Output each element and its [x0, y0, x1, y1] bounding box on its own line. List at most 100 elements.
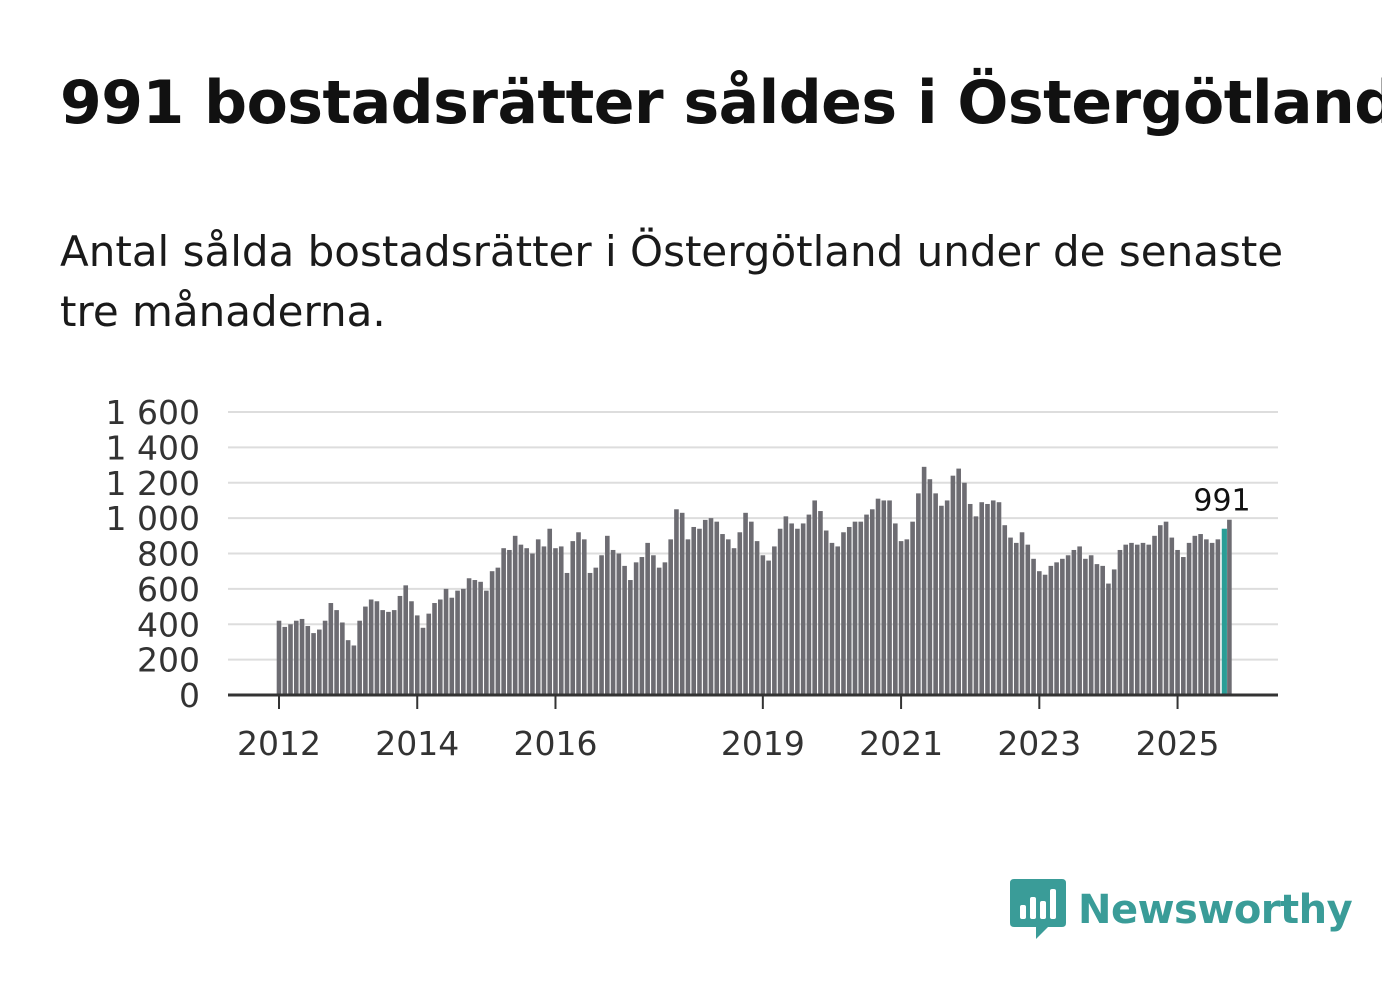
bar	[581, 539, 587, 695]
bar	[334, 610, 339, 695]
bar	[311, 633, 316, 695]
bar	[754, 541, 760, 695]
bar	[1025, 544, 1031, 695]
bar	[524, 548, 529, 695]
x-tick-label: 2014	[375, 724, 459, 763]
bar	[397, 595, 403, 695]
bar	[944, 500, 950, 695]
bar	[806, 514, 812, 695]
bar	[420, 627, 426, 695]
bar	[737, 532, 743, 695]
bar	[299, 618, 305, 695]
bar	[674, 509, 679, 695]
bar	[628, 580, 633, 695]
bar	[403, 585, 409, 695]
bar	[800, 523, 806, 695]
x-tick-label: 2012	[237, 724, 321, 763]
bar	[1186, 542, 1192, 695]
bar	[1181, 557, 1186, 695]
bar	[679, 512, 685, 695]
bar	[685, 539, 691, 695]
bar	[1140, 542, 1146, 695]
bar	[495, 567, 501, 695]
bar	[1048, 565, 1054, 695]
bar	[1215, 539, 1221, 695]
bar	[783, 516, 789, 695]
bar	[749, 521, 754, 695]
y-tick-label: 1 600	[106, 393, 200, 432]
bar	[973, 516, 979, 695]
highlight-value-label: 991	[1193, 484, 1250, 519]
bar	[875, 498, 881, 695]
brand-name: Newsworthy	[1078, 887, 1353, 933]
bar	[893, 523, 898, 695]
bar	[789, 523, 794, 695]
bar	[328, 603, 334, 695]
bar	[558, 546, 564, 695]
bar	[1054, 562, 1059, 695]
bar	[409, 601, 414, 695]
bar	[777, 528, 783, 695]
bar	[725, 539, 731, 695]
bar	[282, 626, 288, 695]
bar	[1157, 525, 1163, 695]
newsworthy-logo: Newsworthy	[1010, 878, 1353, 942]
x-tick-label: 2025	[1136, 724, 1220, 763]
bar	[887, 500, 892, 695]
bar	[466, 578, 472, 695]
bar	[576, 532, 581, 695]
bar	[645, 542, 650, 695]
bar	[921, 466, 927, 695]
bar	[351, 645, 357, 695]
bar	[818, 511, 823, 695]
bar	[864, 514, 869, 695]
bar	[835, 546, 841, 695]
bar	[939, 505, 944, 695]
y-tick-label: 1 200	[106, 464, 200, 503]
bar	[731, 548, 737, 695]
y-tick-label: 400	[137, 605, 200, 644]
bar	[697, 528, 702, 695]
bar	[322, 620, 328, 695]
bar	[639, 557, 645, 695]
bar	[795, 528, 800, 695]
bar	[288, 624, 293, 695]
bar	[766, 560, 771, 695]
bar	[1031, 558, 1036, 695]
bar	[979, 502, 985, 695]
bar	[1042, 574, 1048, 695]
bar	[829, 542, 835, 695]
bar	[587, 572, 593, 695]
bar	[1163, 521, 1169, 695]
bar	[1013, 542, 1019, 695]
bar	[1094, 564, 1100, 695]
bar	[1146, 544, 1152, 695]
bar	[553, 548, 558, 695]
bar	[1088, 555, 1094, 695]
bar	[967, 503, 973, 695]
highlight-bar	[1221, 528, 1227, 695]
bar	[956, 468, 961, 695]
bar	[605, 535, 610, 695]
bar	[1060, 558, 1065, 695]
bar	[443, 588, 449, 695]
bar	[363, 606, 368, 695]
bar	[489, 571, 495, 695]
bar	[858, 521, 864, 695]
bar	[541, 546, 547, 695]
bar	[668, 539, 673, 695]
bar	[702, 519, 708, 695]
bar	[610, 549, 616, 695]
bar	[772, 546, 777, 695]
y-tick-label: 200	[137, 641, 200, 680]
bar	[985, 503, 990, 695]
bar	[656, 567, 662, 695]
bar	[812, 500, 817, 695]
bar	[1209, 542, 1215, 695]
bar	[374, 601, 380, 695]
bar	[1008, 537, 1013, 695]
bar	[996, 502, 1002, 695]
bar	[823, 530, 829, 695]
bar	[357, 620, 362, 695]
